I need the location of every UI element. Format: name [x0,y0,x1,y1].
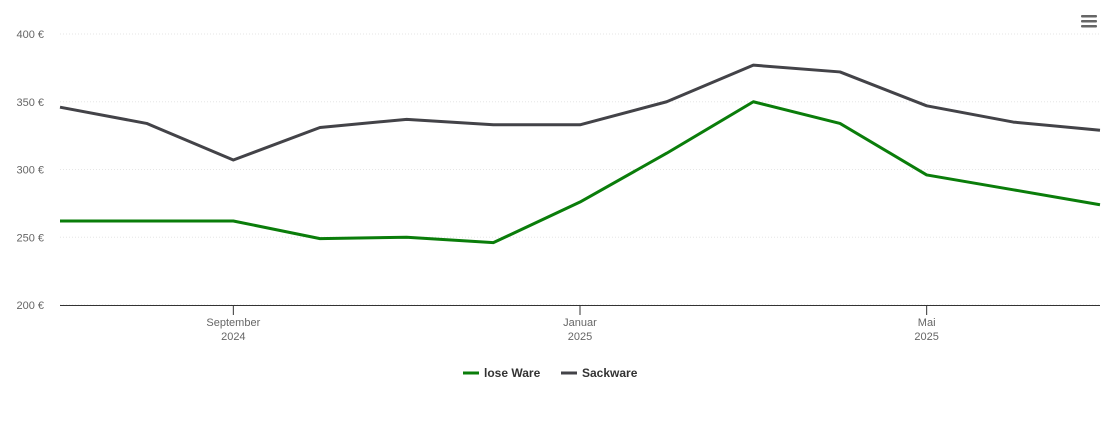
legend-label: Sackware [582,366,638,380]
series-line [60,100,1101,245]
x-tick-label: 2025 [914,331,938,343]
legend-label: lose Ware [484,366,541,380]
series-line [59,63,1101,162]
legend-item[interactable]: lose Ware [463,366,541,380]
y-tick-label: 350 € [16,97,44,109]
legend: lose Ware Sackware [463,366,638,380]
x-tick-label: 2025 [568,331,592,343]
x-tick-label: September [206,317,260,329]
legend-item[interactable]: Sackware [561,366,638,380]
y-tick-label: 250 € [16,232,44,244]
y-tick-label: 300 € [16,165,44,177]
x-tick-label: 2024 [221,331,245,343]
x-tick-label: Mai [918,317,936,329]
y-tick-label: 400 € [16,29,44,41]
x-tick-label: Januar [563,317,597,329]
y-tick-label: 200 € [16,300,44,312]
menu-icon[interactable] [1081,15,1097,28]
